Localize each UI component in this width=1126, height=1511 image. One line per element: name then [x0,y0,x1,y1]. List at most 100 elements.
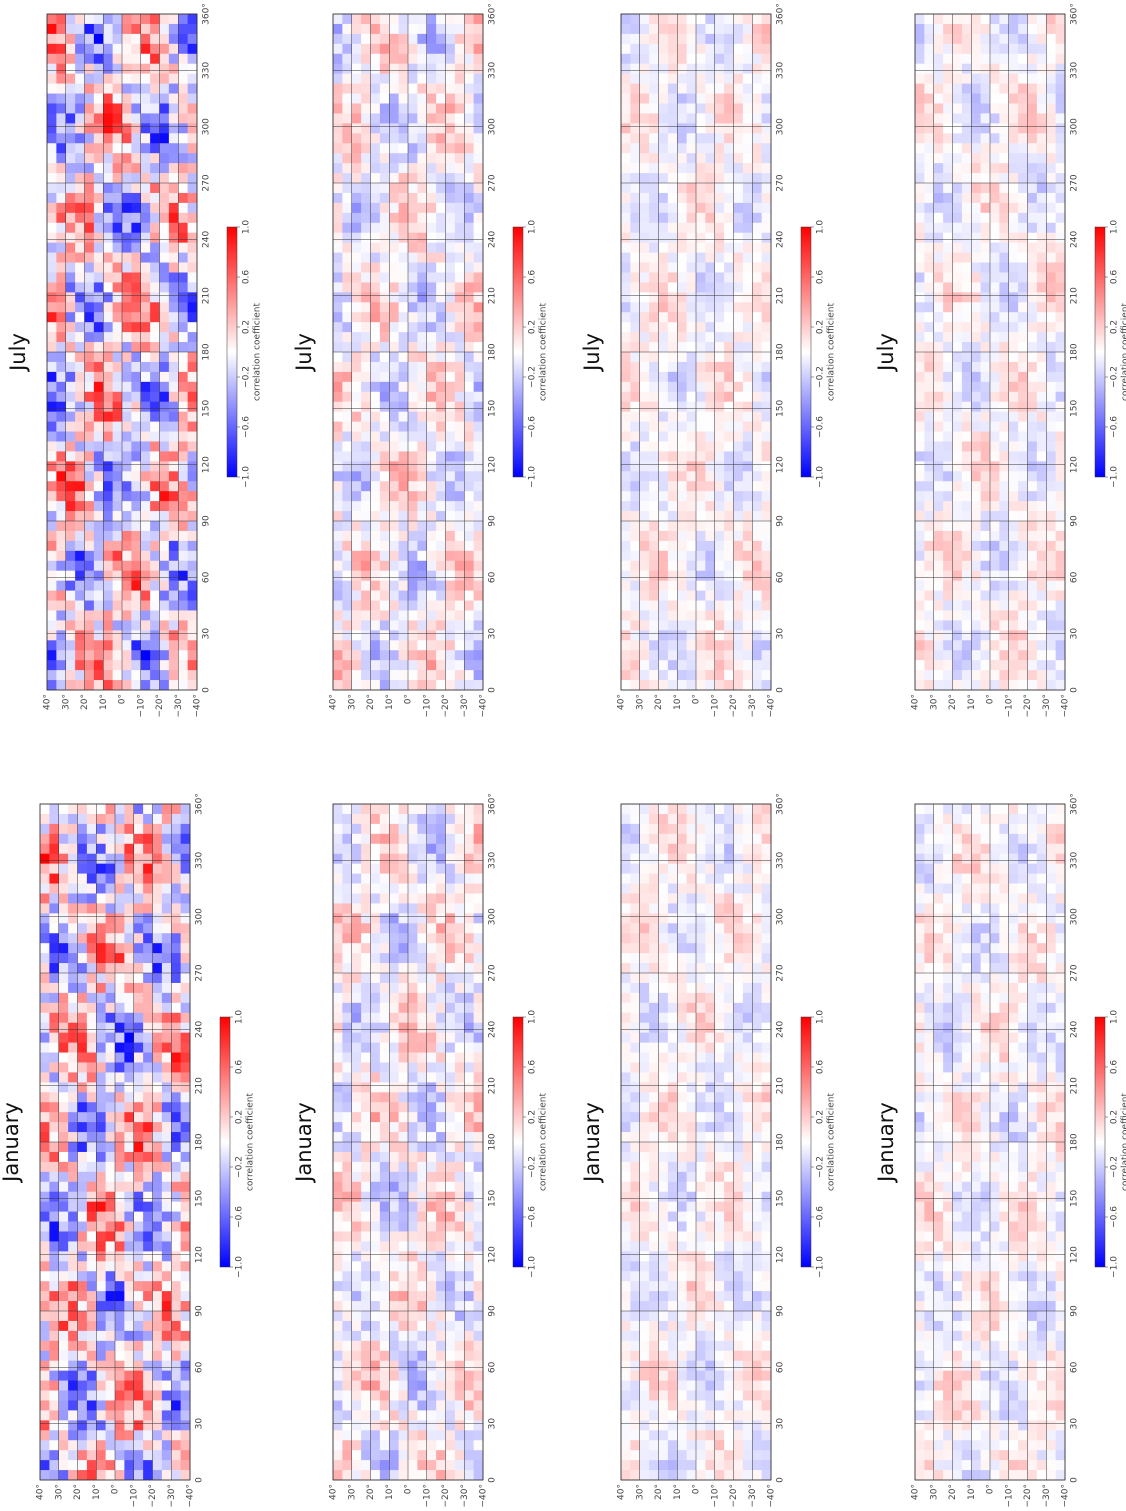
field-cell [649,24,659,34]
field-cell [696,511,706,521]
field-cell [715,332,725,342]
field-cell [85,491,95,501]
field-cell [474,163,484,173]
field-cell [141,391,151,401]
field-cell [103,232,113,242]
field-cell [380,282,390,292]
field-cell [417,143,427,153]
lat-tick-label: 10° [385,694,395,710]
field-cell [1009,630,1019,640]
field-cell [734,630,744,640]
field-cell [436,431,446,441]
field-cell [715,550,725,560]
field-cell [153,1440,163,1450]
field-cell [178,381,188,391]
field-cell [724,73,734,83]
field-cell [417,302,427,312]
field-cell [990,670,1000,680]
field-cell [436,441,446,451]
field-cell [621,153,631,163]
field-cell [1028,352,1038,362]
field-cell [640,123,650,133]
field-cell [474,481,484,491]
field-cell [687,24,697,34]
field-cell [87,1340,97,1350]
field-cell [1056,24,1066,34]
colorbar-tick-label: −1.0 [1110,466,1120,488]
field-cell [464,531,474,541]
field-cell [659,491,669,501]
field-cell [169,580,179,590]
field-cell [389,610,399,620]
field-cell [408,650,418,660]
field-cell [981,441,991,451]
field-cell [1028,262,1038,272]
field-cell [999,501,1009,511]
field-cell [990,511,1000,521]
field-cell [1028,183,1038,193]
field-cell [178,431,188,441]
field-cell [352,521,362,531]
field-cell [446,550,456,560]
field-cell [677,461,687,471]
field-cell [962,163,972,173]
field-cell [188,580,198,590]
field-cell [427,193,437,203]
field-cell [380,431,390,441]
field-cell [408,401,418,411]
field-cell [122,630,132,640]
field-cell [342,590,352,600]
field-cell [342,660,352,670]
field-cell [371,63,381,73]
field-cell [724,391,734,401]
field-cell [474,232,484,242]
field-cell [141,262,151,272]
field-cell [171,1291,181,1301]
field-cell [474,272,484,282]
field-cell [131,222,141,232]
field-cell [150,342,160,352]
field-cell [687,650,697,660]
field-cell [981,600,991,610]
field-cell [630,660,640,670]
field-cell [455,24,465,34]
field-cell [962,322,972,332]
field-cell [103,451,113,461]
field-cell [169,431,179,441]
field-cell [743,451,753,461]
field-cell [47,580,57,590]
field-cell [113,531,123,541]
field-cell [724,630,734,640]
field-cell [1018,312,1028,322]
field-cell [715,471,725,481]
field-cell [361,680,371,690]
field-cell [141,521,151,531]
field-cell [169,531,179,541]
field-cell [943,173,953,183]
field-cell [677,123,687,133]
field-cell [715,292,725,302]
field-cell [96,1370,106,1380]
field-cell [999,431,1009,441]
field-cell [705,471,715,481]
field-cell [668,471,678,481]
field-cell [352,620,362,630]
field-cell [342,272,352,282]
field-cell [66,401,76,411]
field-cell [943,660,953,670]
field-cell [1028,680,1038,690]
field-cell [59,1330,69,1340]
field-cell [455,620,465,630]
field-cell [474,63,484,73]
field-cell [924,272,934,282]
field-cell [87,1251,97,1261]
field-cell [962,252,972,262]
field-cell [677,73,687,83]
field-cell [361,670,371,680]
field-cell [47,540,57,550]
field-cell [924,600,934,610]
field-cell [115,1360,125,1370]
field-cell [408,232,418,242]
field-cell [659,63,669,73]
field-cell [1046,670,1056,680]
